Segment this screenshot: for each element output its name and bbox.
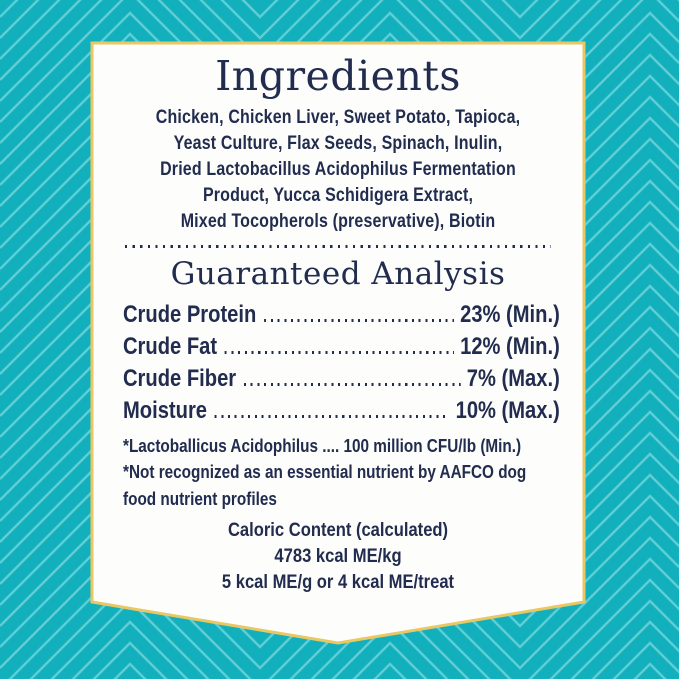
caloric-line: Caloric Content (calculated) <box>227 519 449 542</box>
ingredients-line: Chicken, Chicken Liver, Sweet Potato, Ta… <box>155 106 521 129</box>
label-content: Ingredients Chicken, Chicken Liver, Swee… <box>95 46 581 595</box>
ingredients-list: Chicken, Chicken Liver, Sweet Potato, Ta… <box>139 104 538 234</box>
footnote-line: *Not recognized as an essential nutrient… <box>123 462 527 483</box>
table-row: Moisture 10% (Max.) <box>123 393 560 425</box>
nutrient-label: Moisture <box>123 396 208 424</box>
ingredients-line: Mixed Tocopherols (preservative), Biotin <box>180 210 496 233</box>
table-row: Crude Fat 12% (Min.) <box>123 329 560 361</box>
nutrient-value: 12% (Min.) <box>460 332 560 360</box>
nutrient-value: 7% (Max.) <box>466 364 560 392</box>
footnote-line: food nutrient profiles <box>123 488 277 509</box>
ingredients-title: Ingredients <box>215 52 461 100</box>
dotted-leader <box>224 350 455 354</box>
dotted-divider <box>125 245 551 249</box>
footnotes: *Lactoballicus Acidophilus .... 100 mill… <box>123 433 667 513</box>
nutrient-value: 10% (Max.) <box>455 396 560 424</box>
ingredients-line: Dried Lactobacillus Acidophilus Fermenta… <box>160 158 516 181</box>
dotted-leader <box>214 414 450 418</box>
dotted-leader <box>243 382 461 386</box>
caloric-content: Caloric Content (calculated) 4783 kcal M… <box>131 517 544 595</box>
dotted-leader <box>263 318 455 322</box>
badge-shape <box>90 41 586 645</box>
ingredients-line: Product, Yucca Schidigera Extract, <box>202 184 474 207</box>
nutrient-value: 23% (Min.) <box>460 300 560 328</box>
table-row: Crude Fiber 7% (Max.) <box>123 361 560 393</box>
table-row: Crude Protein 23% (Min.) <box>123 297 560 329</box>
nutrient-label: Crude Protein <box>123 300 257 328</box>
nutrient-label: Crude Fat <box>123 332 218 360</box>
guaranteed-analysis-table: Crude Protein 23% (Min.) Crude Fat 12% (… <box>123 297 560 425</box>
nutrient-label: Crude Fiber <box>123 364 237 392</box>
caloric-line: 5 kcal ME/g or 4 kcal ME/treat <box>221 571 455 594</box>
caloric-line: 4783 kcal ME/kg <box>274 545 402 568</box>
guaranteed-analysis-title: Guaranteed Analysis <box>170 256 506 293</box>
ingredients-line: Yeast Culture, Flax Seeds, Spinach, Inul… <box>173 132 503 155</box>
footnote-line: *Lactoballicus Acidophilus .... 100 mill… <box>123 435 522 456</box>
